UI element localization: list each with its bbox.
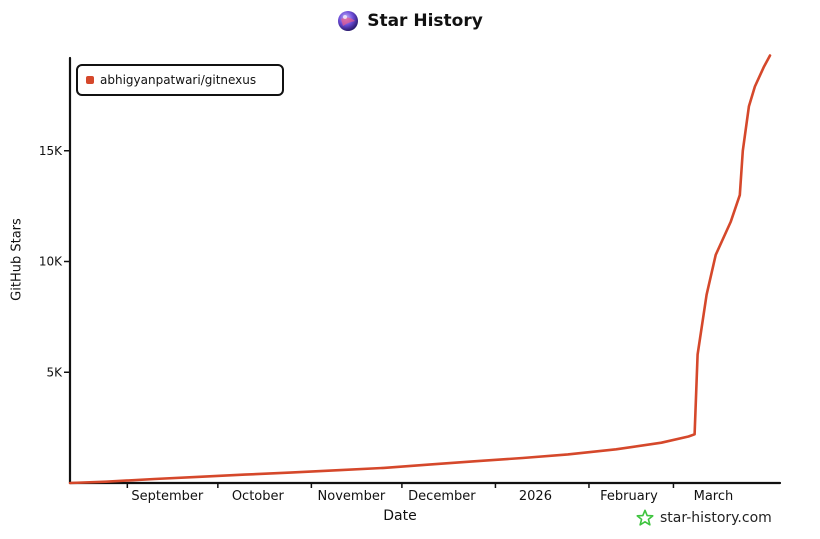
chart-title-wrap: Star History <box>0 10 820 36</box>
watermark[interactable]: star-history.com <box>636 509 772 527</box>
x-axis-label: Date <box>383 508 417 524</box>
legend: abhigyanpatwari/gitnexus <box>76 64 284 96</box>
x-tick-label: 2026 <box>519 489 552 504</box>
x-tick-label: March <box>694 489 734 504</box>
y-tick-label: 10K <box>39 255 63 269</box>
x-tick-label: October <box>232 489 285 504</box>
y-tick-label: 5K <box>46 365 63 379</box>
ticks-layer: 5K 10K 15K September October November December… <box>39 144 733 504</box>
y-tick-label: 15K <box>39 144 63 158</box>
legend-swatch <box>86 76 94 84</box>
series-line <box>68 54 772 485</box>
x-tick-label: December <box>408 489 476 504</box>
chart-title-text: Star History <box>367 11 483 31</box>
y-axis-label: GitHub Stars <box>9 218 25 301</box>
x-tick-label: November <box>318 489 386 504</box>
series-layer <box>68 54 772 485</box>
x-tick-label: September <box>131 489 204 504</box>
legend-label: abhigyanpatwari/gitnexus <box>100 73 257 87</box>
x-tick-label: February <box>600 489 658 504</box>
chart-title: Star History <box>337 10 483 32</box>
axes <box>68 56 782 485</box>
watermark-text: star-history.com <box>660 510 772 526</box>
star-history-logo-icon <box>338 11 359 31</box>
star-icon <box>636 509 654 526</box>
